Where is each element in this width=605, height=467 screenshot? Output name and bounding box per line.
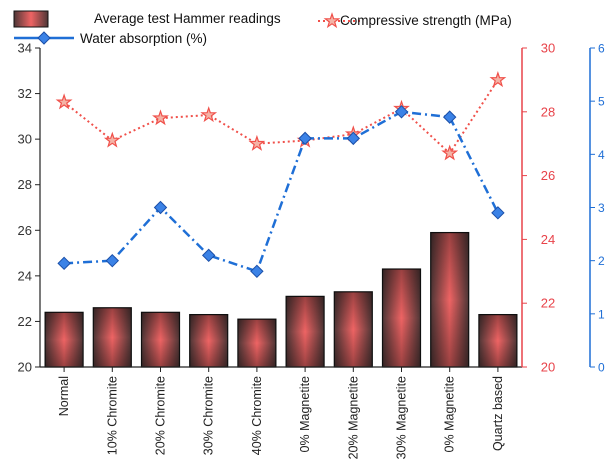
bar-shade xyxy=(93,307,132,367)
x-tick-label: 30% Chromite xyxy=(202,376,216,455)
left-tick-label: 28 xyxy=(18,177,32,192)
x-tick-label: 20% Magnetite xyxy=(346,376,360,459)
x-tick-label: Normal xyxy=(57,376,71,416)
far-right-tick-label: 3 xyxy=(598,201,605,215)
x-tick-label: 10% Chromite xyxy=(105,376,119,455)
left-tick-label: 32 xyxy=(18,86,32,101)
compressive-strength-point xyxy=(103,131,121,148)
far-right-tick-label: 5 xyxy=(598,95,605,109)
water-absorption-point xyxy=(153,200,168,215)
x-tick-label: 20% Chromite xyxy=(154,376,168,455)
bar-shade xyxy=(189,314,228,367)
bar-shade xyxy=(430,232,469,367)
compressive-strength-point xyxy=(489,71,507,88)
legend: Average test Hammer readings Compressive … xyxy=(13,10,512,46)
right-tick-label: 22 xyxy=(541,296,555,311)
right-tick-label: 30 xyxy=(541,41,555,56)
water-absorption-point xyxy=(250,264,264,279)
water-absorption-point xyxy=(201,248,216,263)
legend-swatch-water-diamond xyxy=(37,31,51,45)
bar-shade xyxy=(45,312,84,367)
compressive-strength-point xyxy=(441,144,459,161)
left-tick-label: 34 xyxy=(18,41,32,56)
legend-label-water: Water absorption (%) xyxy=(80,31,207,46)
bar-shade xyxy=(382,269,421,367)
compressive-strength-line xyxy=(63,79,499,155)
left-tick-label: 26 xyxy=(18,223,32,238)
x-tick-label: Quartz based xyxy=(491,376,505,451)
water-absorption-point xyxy=(57,256,71,271)
water-absorption-point xyxy=(491,206,505,220)
line-series xyxy=(55,71,507,279)
bar-shade xyxy=(478,314,517,367)
far-right-tick-label: 6 xyxy=(598,42,605,56)
left-tick-label: 20 xyxy=(18,360,32,375)
left-tick-label: 24 xyxy=(18,268,32,283)
right-tick-label: 24 xyxy=(541,232,555,247)
legend-label-bar: Average test Hammer readings xyxy=(94,11,281,26)
bar-shade xyxy=(334,291,373,367)
water-absorption-point xyxy=(442,110,457,124)
water-absorption-point xyxy=(394,105,409,119)
far-right-tick-label: 0 xyxy=(598,361,605,375)
axes: 20222426283032342022242628300123456Norma… xyxy=(18,41,605,460)
compressive-strength-point xyxy=(200,106,218,123)
compressive-strength-point xyxy=(152,109,169,126)
water-absorption-point xyxy=(105,253,120,268)
far-right-tick-label: 2 xyxy=(598,254,605,268)
far-right-tick-label: 1 xyxy=(598,307,605,321)
x-tick-label: 0% Magnetite xyxy=(443,376,457,452)
bar-series xyxy=(44,231,518,368)
left-tick-label: 22 xyxy=(18,314,32,329)
far-right-tick-label: 4 xyxy=(598,148,605,162)
bar-shade xyxy=(286,296,325,367)
water-absorption-point xyxy=(298,131,312,146)
legend-label-compressive: Compressive strength (MPa) xyxy=(340,13,512,28)
legend-swatch-bar xyxy=(13,10,49,28)
bar-shade xyxy=(141,312,180,367)
bar-shade xyxy=(237,319,276,367)
right-tick-label: 28 xyxy=(541,104,555,119)
legend-swatch-compressive-star xyxy=(323,12,341,29)
compressive-strength-point xyxy=(248,134,266,151)
right-tick-label: 26 xyxy=(541,168,555,183)
water-absorption-line xyxy=(64,110,500,273)
left-tick-label: 30 xyxy=(18,132,32,147)
x-tick-label: 40% Chromite xyxy=(250,376,264,455)
compressive-strength-point xyxy=(55,93,73,110)
x-tick-label: 30% Magnetite xyxy=(395,376,409,459)
water-absorption-point xyxy=(346,131,361,146)
x-tick-label: 0% Magnetite xyxy=(298,376,312,452)
right-tick-label: 20 xyxy=(541,360,555,375)
